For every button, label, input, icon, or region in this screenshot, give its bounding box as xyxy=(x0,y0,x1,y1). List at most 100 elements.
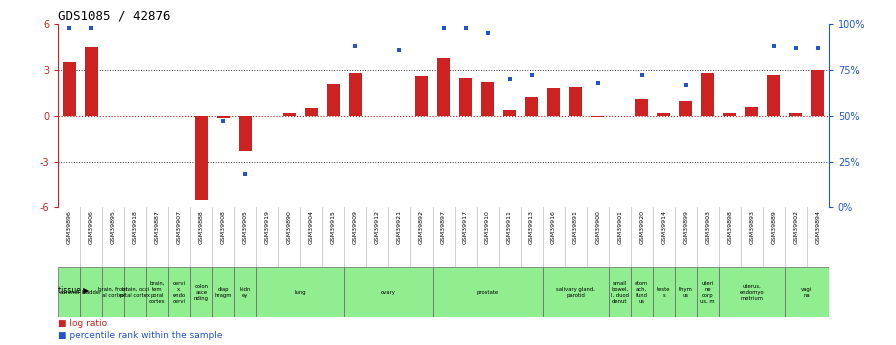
Bar xyxy=(63,62,76,116)
Text: GSM39897: GSM39897 xyxy=(441,210,446,244)
Bar xyxy=(415,76,428,116)
Text: brain,
tem
poral
cortex: brain, tem poral cortex xyxy=(149,281,166,304)
Text: GSM39900: GSM39900 xyxy=(595,210,600,244)
Text: GSM39887: GSM39887 xyxy=(155,210,159,244)
Text: GSM39920: GSM39920 xyxy=(639,210,644,244)
FancyBboxPatch shape xyxy=(168,267,190,317)
FancyBboxPatch shape xyxy=(190,267,212,317)
FancyBboxPatch shape xyxy=(652,267,675,317)
Text: GSM39912: GSM39912 xyxy=(375,210,380,244)
Text: uteri
ne
corp
us, m: uteri ne corp us, m xyxy=(701,281,715,304)
Text: GSM39906: GSM39906 xyxy=(89,210,94,244)
FancyBboxPatch shape xyxy=(125,267,146,317)
Text: GSM39892: GSM39892 xyxy=(419,210,424,244)
Text: GSM39901: GSM39901 xyxy=(617,210,622,244)
Bar xyxy=(305,108,318,116)
Text: ■ log ratio: ■ log ratio xyxy=(58,319,108,328)
Text: GDS1085 / 42876: GDS1085 / 42876 xyxy=(58,10,171,23)
Text: teste
s: teste s xyxy=(657,287,670,298)
FancyBboxPatch shape xyxy=(102,267,125,317)
Text: GSM39890: GSM39890 xyxy=(287,210,292,244)
FancyBboxPatch shape xyxy=(256,267,344,317)
Text: GSM39913: GSM39913 xyxy=(529,210,534,244)
FancyBboxPatch shape xyxy=(785,267,829,317)
Bar xyxy=(437,58,450,116)
Text: GSM39889: GSM39889 xyxy=(771,210,776,244)
Text: bladder: bladder xyxy=(81,290,101,295)
Bar xyxy=(635,99,649,116)
Text: GSM39903: GSM39903 xyxy=(705,210,711,244)
FancyBboxPatch shape xyxy=(146,267,168,317)
Text: GSM39904: GSM39904 xyxy=(309,210,314,244)
Bar xyxy=(349,73,362,116)
Text: colon
asce
nding: colon asce nding xyxy=(194,284,209,301)
Text: brain, occi
pital cortex: brain, occi pital cortex xyxy=(120,287,151,298)
Bar xyxy=(525,97,538,116)
Text: GSM39908: GSM39908 xyxy=(220,210,226,244)
Text: ovary: ovary xyxy=(381,290,396,295)
Bar xyxy=(283,114,296,116)
FancyBboxPatch shape xyxy=(675,267,697,317)
Text: GSM39893: GSM39893 xyxy=(749,210,754,244)
Text: diap
hragm: diap hragm xyxy=(215,287,232,298)
Text: GSM39911: GSM39911 xyxy=(507,210,513,244)
Bar xyxy=(327,84,340,116)
Text: GSM39905: GSM39905 xyxy=(243,210,248,244)
Text: salivary gland,
parotid: salivary gland, parotid xyxy=(556,287,595,298)
Text: cervi
x,
endo
cervi: cervi x, endo cervi xyxy=(173,281,185,304)
FancyBboxPatch shape xyxy=(58,267,81,317)
Text: GSM39899: GSM39899 xyxy=(683,210,688,244)
Text: GSM39902: GSM39902 xyxy=(793,210,798,244)
Text: small
bowel,
l, duod
denut: small bowel, l, duod denut xyxy=(611,281,629,304)
Text: GSM39919: GSM39919 xyxy=(265,210,270,244)
Bar xyxy=(569,87,582,116)
Bar xyxy=(238,116,252,151)
Text: GSM39918: GSM39918 xyxy=(133,210,138,244)
Bar xyxy=(767,75,780,116)
Bar xyxy=(217,116,230,118)
Bar xyxy=(459,78,472,116)
Text: GSM39898: GSM39898 xyxy=(728,210,732,244)
Text: GSM39891: GSM39891 xyxy=(573,210,578,244)
Bar xyxy=(591,116,604,117)
FancyBboxPatch shape xyxy=(433,267,543,317)
Text: uterus,
endomyo
metrium: uterus, endomyo metrium xyxy=(739,284,764,301)
Text: brain, front
al cortex: brain, front al cortex xyxy=(99,287,128,298)
Bar xyxy=(701,73,714,116)
Bar xyxy=(789,113,803,116)
Text: GSM39914: GSM39914 xyxy=(661,210,667,244)
Text: GSM39915: GSM39915 xyxy=(331,210,336,244)
FancyBboxPatch shape xyxy=(344,267,433,317)
Text: lung: lung xyxy=(295,290,306,295)
Text: stom
ach,
fund
us: stom ach, fund us xyxy=(635,281,649,304)
Text: prostate: prostate xyxy=(477,290,498,295)
FancyBboxPatch shape xyxy=(608,267,631,317)
FancyBboxPatch shape xyxy=(719,267,785,317)
Text: GSM39910: GSM39910 xyxy=(485,210,490,244)
Text: GSM39916: GSM39916 xyxy=(551,210,556,244)
Bar xyxy=(811,70,824,116)
Text: ■ percentile rank within the sample: ■ percentile rank within the sample xyxy=(58,331,223,340)
Text: GSM39888: GSM39888 xyxy=(199,210,204,244)
Bar xyxy=(547,88,560,116)
FancyBboxPatch shape xyxy=(543,267,608,317)
Text: adrenal: adrenal xyxy=(59,290,80,295)
Text: GSM39907: GSM39907 xyxy=(177,210,182,244)
FancyBboxPatch shape xyxy=(631,267,652,317)
FancyBboxPatch shape xyxy=(81,267,102,317)
FancyBboxPatch shape xyxy=(235,267,256,317)
Text: GSM39917: GSM39917 xyxy=(463,210,468,244)
FancyBboxPatch shape xyxy=(212,267,235,317)
Bar xyxy=(194,116,208,200)
FancyBboxPatch shape xyxy=(697,267,719,317)
Text: thym
us: thym us xyxy=(679,287,693,298)
Bar xyxy=(679,100,693,116)
Bar xyxy=(481,82,495,116)
Bar xyxy=(723,114,737,116)
Bar xyxy=(745,107,758,116)
Text: GSM39896: GSM39896 xyxy=(66,210,72,244)
Text: GSM39909: GSM39909 xyxy=(353,210,358,244)
Text: kidn
ey: kidn ey xyxy=(240,287,251,298)
Text: GSM39921: GSM39921 xyxy=(397,210,402,244)
Bar xyxy=(657,113,670,116)
